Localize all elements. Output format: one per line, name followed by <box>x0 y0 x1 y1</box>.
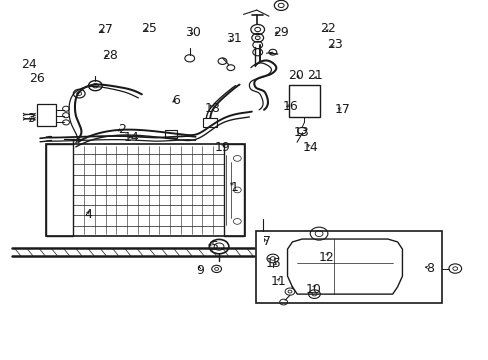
Text: 14: 14 <box>303 141 318 154</box>
Text: 8: 8 <box>426 262 433 275</box>
Text: 28: 28 <box>102 49 118 62</box>
Circle shape <box>268 49 276 55</box>
Bar <box>46 144 73 236</box>
Text: 1: 1 <box>230 181 238 194</box>
Text: 2: 2 <box>118 123 126 136</box>
Bar <box>203 118 217 127</box>
Text: 31: 31 <box>225 32 241 45</box>
Text: 7: 7 <box>262 235 270 248</box>
Text: 17: 17 <box>334 103 349 116</box>
Text: 4: 4 <box>84 208 92 221</box>
Text: 20: 20 <box>287 69 303 82</box>
Text: 14: 14 <box>124 131 140 144</box>
Text: 9: 9 <box>196 264 204 277</box>
Text: 6: 6 <box>172 94 180 107</box>
Text: 21: 21 <box>307 69 323 82</box>
Text: 22: 22 <box>319 22 335 35</box>
Text: 25: 25 <box>141 22 157 35</box>
Text: 30: 30 <box>185 26 201 39</box>
Text: 12: 12 <box>318 251 334 264</box>
Bar <box>255 231 441 303</box>
Bar <box>165 130 177 138</box>
Text: 10: 10 <box>305 283 321 296</box>
Text: 15: 15 <box>265 257 281 270</box>
Text: 5: 5 <box>211 240 219 253</box>
Text: 11: 11 <box>270 275 286 288</box>
Text: 16: 16 <box>283 100 298 113</box>
Text: 27: 27 <box>97 23 113 36</box>
Bar <box>37 104 56 126</box>
Bar <box>224 144 244 236</box>
Text: 18: 18 <box>204 102 220 115</box>
Text: 13: 13 <box>293 126 309 139</box>
Text: 26: 26 <box>29 72 44 85</box>
Text: 19: 19 <box>214 141 230 154</box>
Bar <box>288 85 320 117</box>
Text: 24: 24 <box>21 58 37 71</box>
Text: 23: 23 <box>326 39 342 51</box>
Bar <box>46 144 244 236</box>
Text: 29: 29 <box>273 26 288 39</box>
Text: 3: 3 <box>27 112 35 125</box>
